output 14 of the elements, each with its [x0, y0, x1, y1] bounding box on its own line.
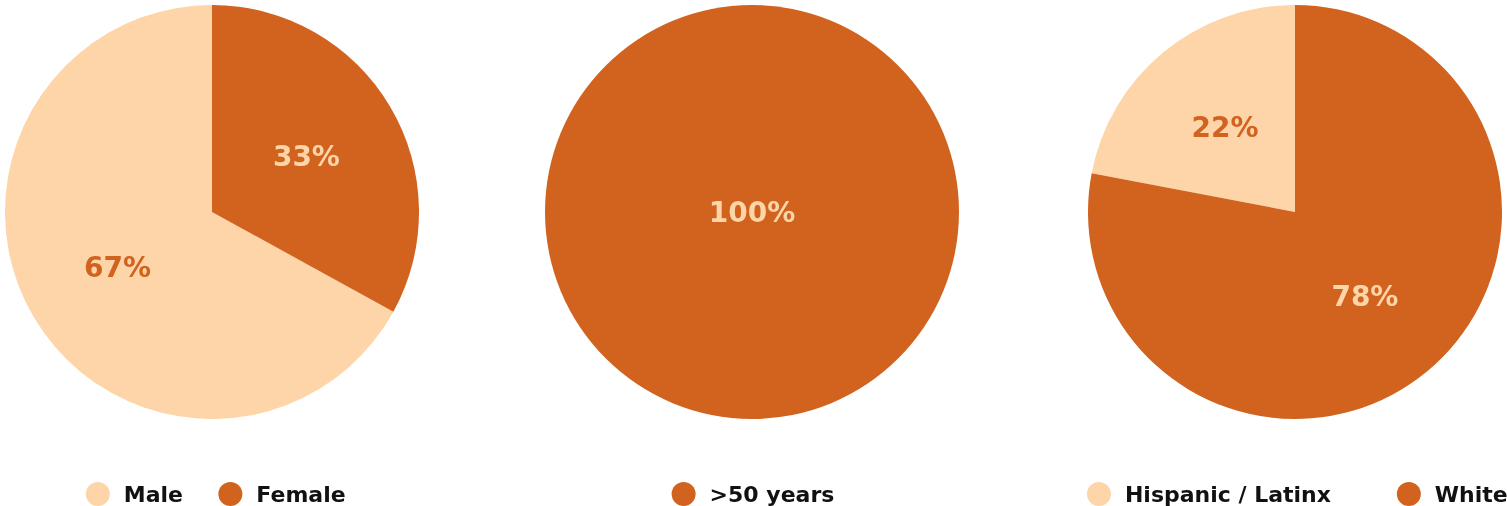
legend-label: >50 years — [709, 481, 835, 506]
data-label: 67% — [84, 251, 152, 285]
legend-label: Female — [256, 481, 346, 506]
pie-slice — [1088, 5, 1502, 419]
legend-label: Hispanic / Latinx — [1124, 481, 1331, 506]
legend-label: Male — [123, 481, 183, 506]
pie-slice — [5, 5, 394, 419]
pie-slice — [212, 5, 419, 312]
legend-label: White — [1434, 481, 1507, 506]
pie-slice — [1091, 5, 1295, 212]
data-label: 78% — [1331, 280, 1399, 314]
data-label: 100% — [708, 195, 796, 229]
data-label: 33% — [272, 139, 340, 173]
data-label: 22% — [1191, 110, 1259, 144]
